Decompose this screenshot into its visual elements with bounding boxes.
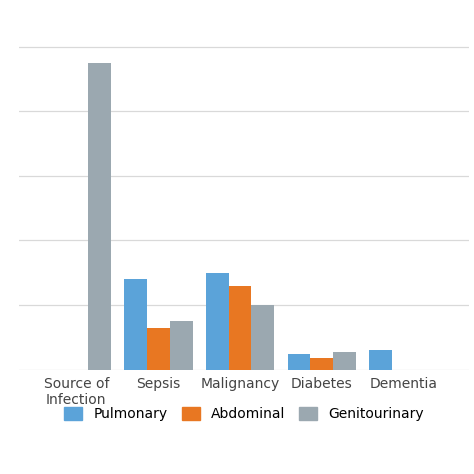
Bar: [288, 354, 310, 370]
Bar: [170, 321, 192, 370]
Bar: [124, 279, 146, 370]
Bar: [369, 350, 392, 370]
Bar: [206, 273, 228, 370]
Bar: [252, 305, 274, 370]
Bar: [310, 358, 333, 370]
Bar: [88, 63, 110, 370]
Bar: [228, 286, 252, 370]
Bar: [333, 352, 356, 370]
Legend: Pulmonary, Abdominal, Genitourinary: Pulmonary, Abdominal, Genitourinary: [59, 401, 429, 427]
Bar: [146, 328, 170, 370]
